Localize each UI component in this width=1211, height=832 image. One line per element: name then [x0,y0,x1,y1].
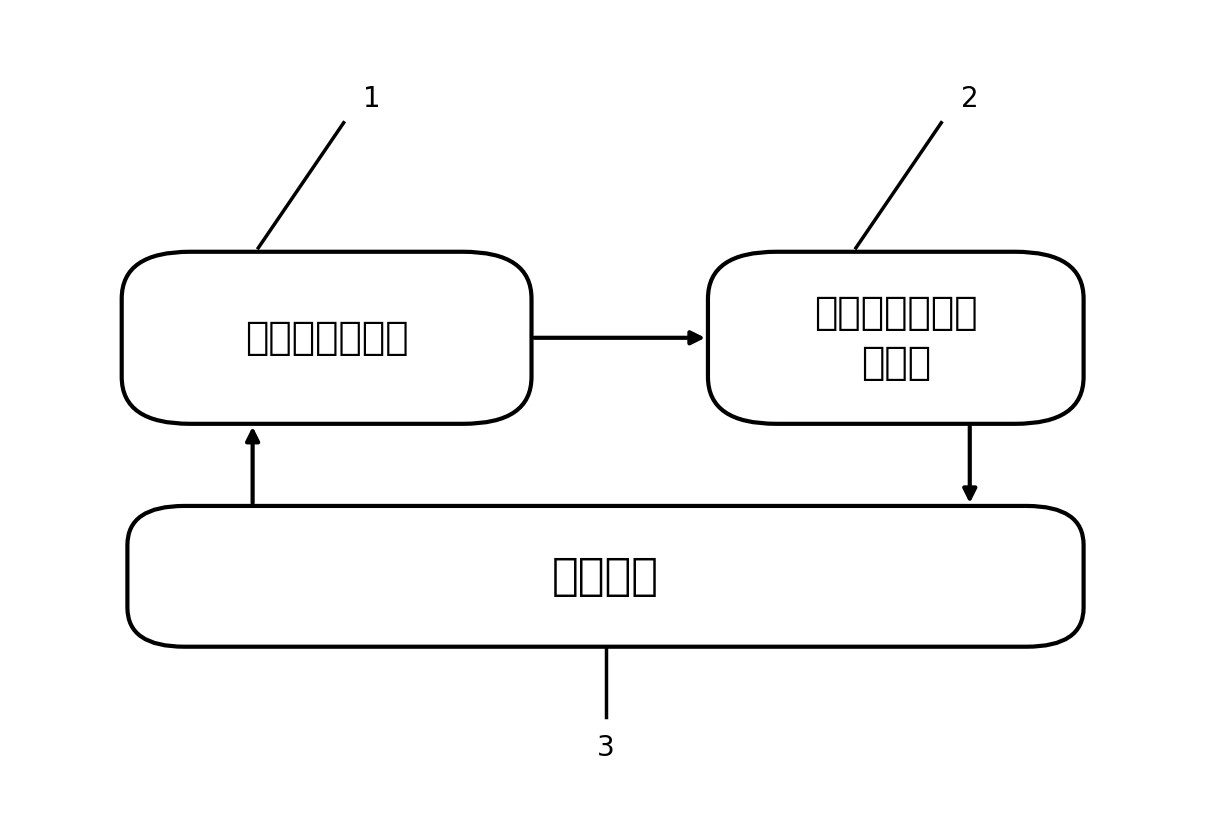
Text: 锁相模块: 锁相模块 [552,555,659,598]
Text: 1: 1 [363,85,381,113]
FancyBboxPatch shape [708,252,1084,423]
Text: 太赫兹光源模块: 太赫兹光源模块 [245,319,408,357]
FancyBboxPatch shape [121,252,532,423]
Text: 太赫兹信号下变
频模块: 太赫兹信号下变 频模块 [814,294,977,382]
Text: 3: 3 [597,735,614,762]
Text: 2: 2 [962,85,978,113]
FancyBboxPatch shape [127,506,1084,646]
